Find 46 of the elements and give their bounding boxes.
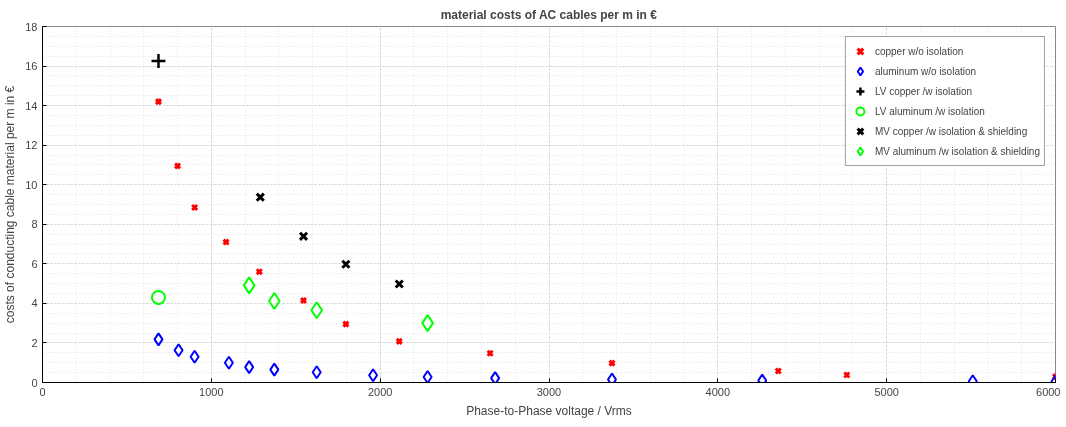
x-tick-label: 1000 — [199, 385, 224, 398]
y-tick-label: 12 — [25, 139, 38, 152]
point — [490, 371, 501, 383]
legend-label: LV aluminum /w isolation — [874, 105, 985, 117]
point — [223, 355, 234, 370]
legend-label: aluminum w/o isolation — [874, 65, 977, 77]
x-tick-label: 5000 — [874, 385, 899, 398]
point — [244, 360, 255, 375]
point — [150, 52, 167, 70]
point — [153, 332, 164, 347]
y-tick-label: 18 — [25, 20, 38, 33]
point — [311, 365, 322, 380]
y-tick-label: 14 — [25, 99, 38, 112]
point — [173, 343, 184, 358]
x-tick-label: 3000 — [536, 385, 562, 398]
y-tick-label: 0 — [31, 376, 38, 389]
point — [242, 276, 256, 295]
y-tick-label: 2 — [31, 336, 38, 349]
point — [394, 278, 405, 290]
y-tick-label: 6 — [31, 257, 38, 270]
x-tick-label: 0 — [39, 385, 46, 398]
point — [269, 362, 280, 377]
legend-label: MV aluminum /w isolation & shielding — [874, 145, 1040, 157]
point — [267, 292, 281, 311]
y-tick-label: 16 — [25, 60, 38, 73]
point — [222, 238, 230, 247]
legend-label: MV copper /w isolation & shielding — [874, 125, 1028, 137]
y-tick-label: 8 — [31, 218, 38, 231]
point — [255, 192, 266, 203]
point — [368, 368, 379, 383]
point — [340, 259, 351, 270]
y-tick-label: 10 — [25, 178, 38, 191]
point — [422, 369, 433, 383]
legend-label: copper w/o isolation — [874, 45, 964, 57]
x-tick-label: 6000 — [1036, 385, 1061, 398]
legend-label: LV copper /w isolation — [874, 85, 973, 97]
y-axis-title: costs of conducting cable material per m in € — [3, 85, 18, 324]
point — [189, 349, 200, 364]
y-tick-label: 4 — [31, 297, 38, 310]
point — [298, 231, 309, 242]
point — [310, 301, 324, 320]
x-axis-title: Phase-to-Phase voltage / Vrms — [466, 403, 632, 418]
point — [150, 289, 166, 305]
chart-title: material costs of AC cables per m in € — [440, 7, 658, 22]
x-tick-label: 4000 — [705, 385, 731, 398]
x-tick-label: 2000 — [367, 385, 393, 398]
